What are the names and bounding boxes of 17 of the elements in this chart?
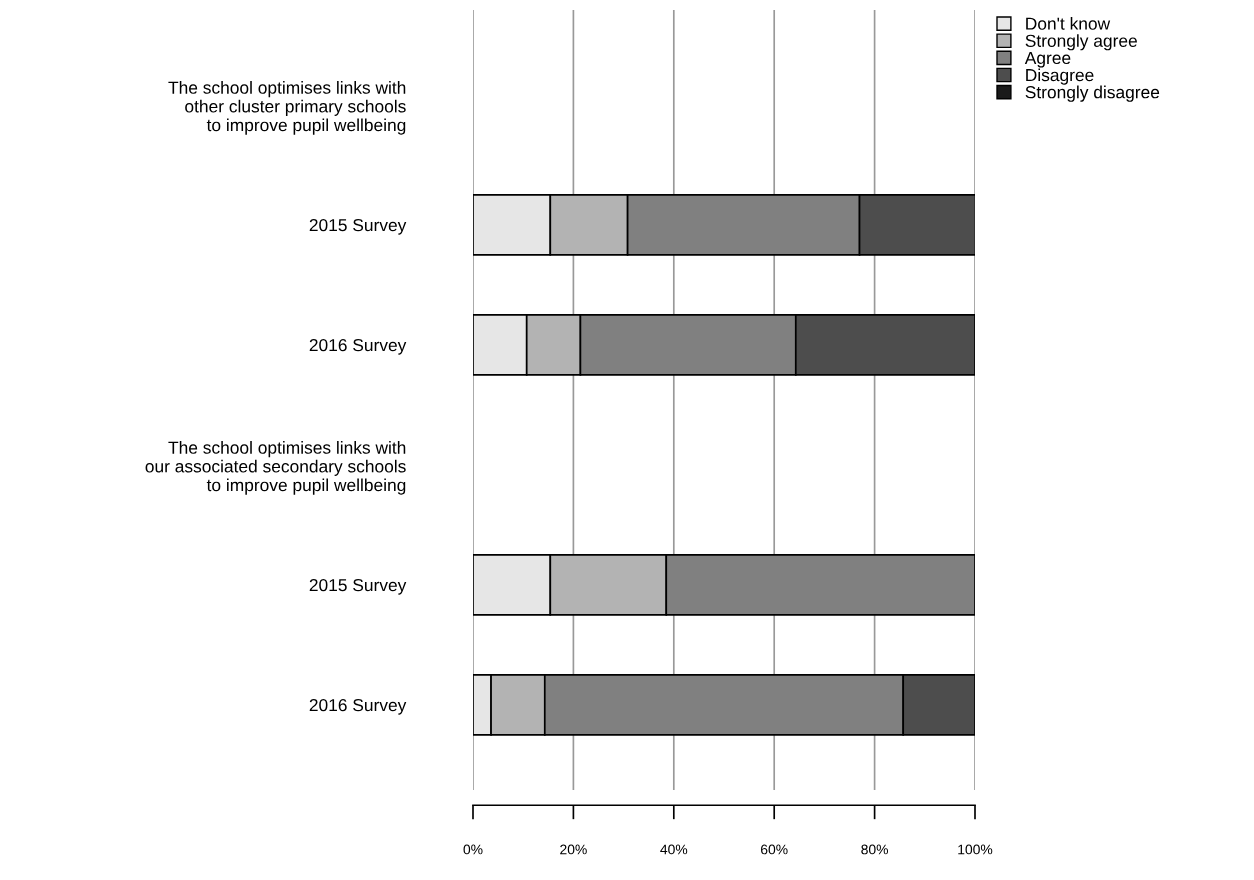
y-tick-label: The school optimises links with other cluster primary schools to improve pupil wellbeing <box>168 81 406 135</box>
legend-label: Strongly disagree <box>1025 85 1160 102</box>
x-tick-label: 60% <box>761 844 788 855</box>
legend-label: Agree <box>1024 51 1071 68</box>
x-tick-label: 80% <box>861 844 889 855</box>
y-tick-label: 2016 Survey <box>309 338 407 355</box>
y-tick-label: 2015 Survey <box>309 578 407 595</box>
legend-label: Disagree <box>1026 68 1094 85</box>
legend-label: Don't know <box>1026 17 1111 30</box>
y-tick-label: 2015 Survey <box>309 218 407 235</box>
y-tick-label: 2016 Survey <box>309 698 407 715</box>
x-tick-label: 100% <box>958 844 993 855</box>
x-tick-label: 0% <box>463 844 483 855</box>
x-tick-label: 40% <box>660 844 688 855</box>
y-tick-label: The school optimises links with our associated secondary schools to improve pupil wellbeing <box>145 441 406 495</box>
legend-label: Strongly agree <box>1025 34 1137 51</box>
x-tick-label: 20% <box>560 844 587 855</box>
